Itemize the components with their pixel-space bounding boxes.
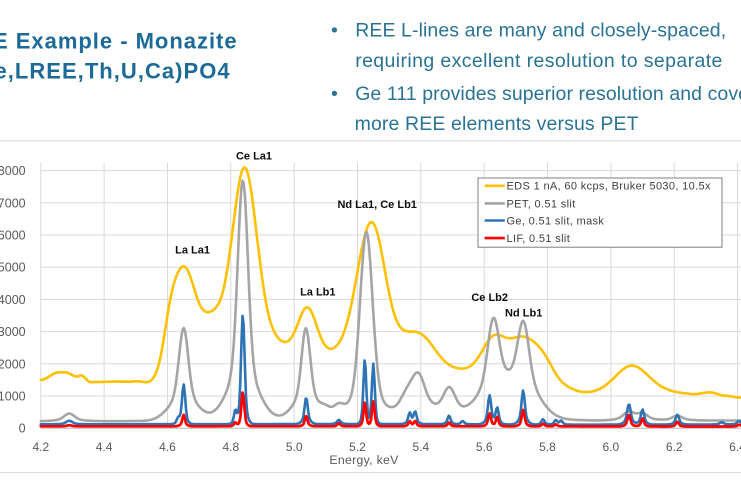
svg-text:PET, 0.51 slit: PET, 0.51 slit [507,198,576,210]
svg-text:Ce Lb2: Ce Lb2 [471,292,508,304]
svg-text:7000: 7000 [0,196,26,210]
svg-text:5.0: 5.0 [286,440,303,454]
svg-text:•: • [331,20,338,42]
svg-text:La La1: La La1 [175,245,210,257]
svg-text:EDS 1 nA, 60 kcps, Bruker 5030: EDS 1 nA, 60 kcps, Bruker 5030, 10.5x [507,181,711,193]
svg-text:Nd Lb1: Nd Lb1 [505,308,542,320]
svg-text:4000: 4000 [0,293,26,307]
svg-text:Ce La1: Ce La1 [236,151,272,163]
svg-text:5.8: 5.8 [539,440,556,454]
svg-text:REE L-lines are many and close: REE L-lines are many and closely-spaced, [355,20,726,42]
svg-text:Nd La1, Ce Lb1: Nd La1, Ce Lb1 [337,199,416,211]
svg-text:4.2: 4.2 [32,440,49,454]
svg-text:LIF, 0.51 slit: LIF, 0.51 slit [507,233,571,245]
svg-text:(Ce,LREE,Th,U,Ca)PO4: (Ce,LREE,Th,U,Ca)PO4 [0,58,231,83]
svg-text:5.2: 5.2 [349,440,366,454]
svg-text:REE Example - Monazite: REE Example - Monazite [0,29,238,54]
svg-text:Energy, keV: Energy, keV [329,453,399,467]
svg-text:5.6: 5.6 [476,440,493,454]
svg-text:6000: 6000 [0,229,26,243]
svg-text:more REE elements versus PET: more REE elements versus PET [355,113,639,135]
svg-text:requiring excellent resolution: requiring excellent resolution to separa… [355,50,723,72]
svg-text:Ge, 0.51 slit, mask: Ge, 0.51 slit, mask [507,215,605,227]
svg-text:4.4: 4.4 [96,440,113,454]
svg-text:5.4: 5.4 [412,440,429,454]
svg-text:6.4: 6.4 [729,440,741,454]
svg-text:•: • [331,83,338,105]
svg-text:6.0: 6.0 [603,440,620,454]
svg-text:2000: 2000 [0,357,26,371]
svg-text:0: 0 [19,422,26,436]
svg-text:6.2: 6.2 [666,440,683,454]
svg-text:3000: 3000 [0,325,26,339]
svg-text:Ge 111 provides superior resol: Ge 111 provides superior resolution and … [355,83,741,105]
svg-text:8000: 8000 [0,164,26,178]
svg-text:La Lb1: La Lb1 [300,286,335,298]
svg-text:5000: 5000 [0,261,26,275]
svg-text:1000: 1000 [0,390,26,404]
svg-text:4.6: 4.6 [159,440,176,454]
svg-text:4.8: 4.8 [222,440,239,454]
